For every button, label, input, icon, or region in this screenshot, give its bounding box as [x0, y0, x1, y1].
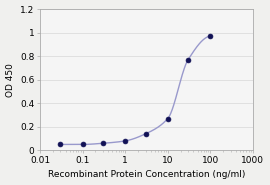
Y-axis label: OD 450: OD 450	[6, 63, 15, 97]
X-axis label: Recombinant Protein Concentration (ng/ml): Recombinant Protein Concentration (ng/ml…	[48, 170, 245, 179]
